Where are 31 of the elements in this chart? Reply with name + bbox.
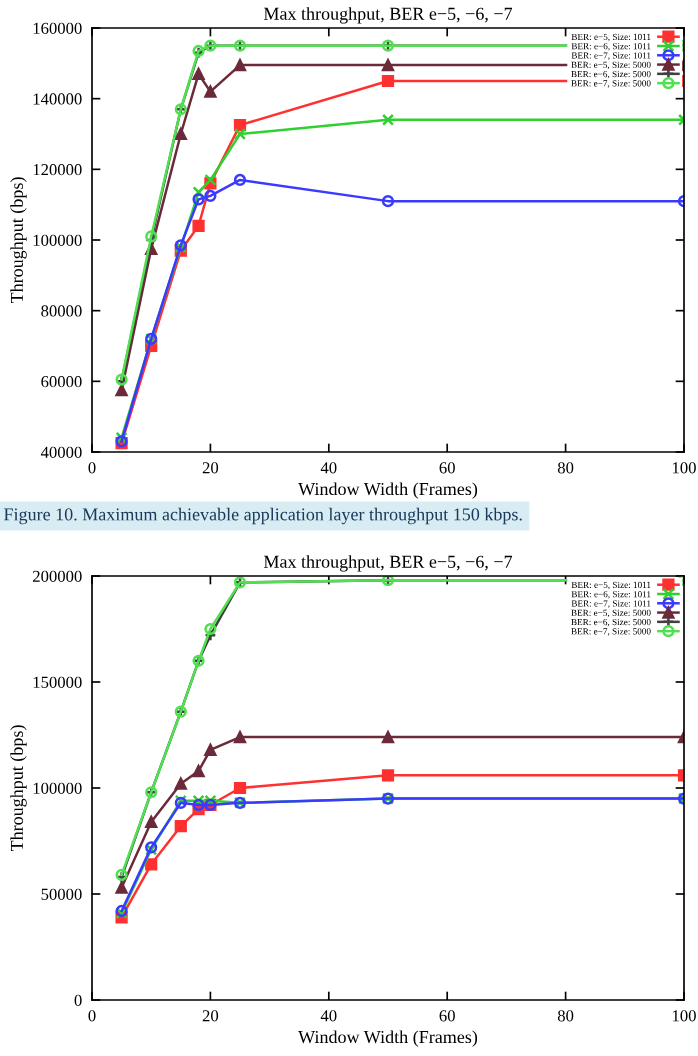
x-tick-label: 80 [557, 462, 574, 474]
x-axis-title: Window Width (Frames) [298, 482, 478, 499]
x-tick-label: 40 [320, 1010, 337, 1022]
x-tick-label: 100 [672, 1010, 696, 1022]
y-tick-label: 0 [74, 994, 82, 1006]
y-tick-label: 160000 [33, 22, 82, 34]
y-tick-label: 60000 [41, 376, 82, 388]
y-tick-label: 150000 [33, 676, 82, 688]
y-tick-label: 100000 [33, 782, 82, 794]
y-axis-title: Throughput (bps) [10, 177, 27, 304]
y-tick-label: 50000 [41, 888, 82, 900]
x-tick-label: 40 [320, 462, 337, 474]
y-tick-label: 200000 [33, 570, 82, 582]
y-tick-label: 80000 [41, 305, 82, 317]
y-tick-label: 40000 [40, 446, 82, 458]
caption: Figure 10. Maximum achievable application layer throughput 150 kbps. [4, 507, 522, 525]
x-tick-label: 20 [202, 1010, 219, 1022]
x-tick-label: 60 [439, 462, 455, 474]
x-tick-label: 60 [439, 1010, 455, 1022]
y-tick-label: 120000 [33, 164, 82, 176]
x-tick-label: 0 [88, 1010, 96, 1022]
y-axis-title: Throughput (bps) [10, 725, 27, 852]
x-tick-label: 100 [672, 462, 696, 474]
y-tick-label: 100000 [33, 234, 82, 246]
x-tick-label: 0 [88, 462, 96, 474]
y-tick-label: 140000 [33, 93, 82, 105]
x-tick-label: 80 [557, 1010, 574, 1022]
x-tick-label: 20 [202, 462, 219, 474]
x-axis-title: Window Width (Frames) [298, 1030, 478, 1047]
chart-title: Max throughput, BER e−5, −6, −7 [263, 555, 513, 572]
chart-title: Max throughput, BER e−5, −6, −7 [263, 7, 513, 24]
